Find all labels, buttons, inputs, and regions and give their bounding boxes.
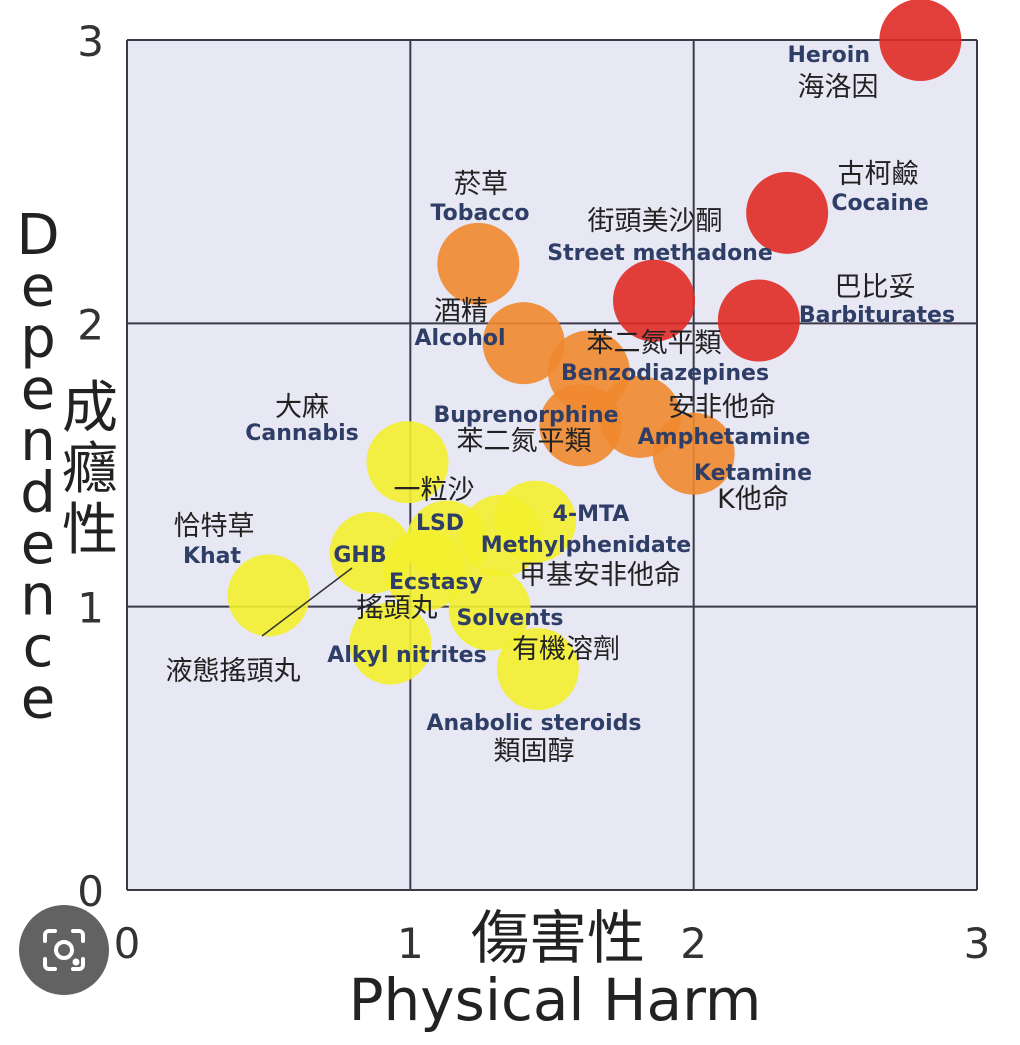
label-zh-cocaine: 古柯鹼 [838, 159, 919, 190]
x-axis-label-zh: 傷害性 [471, 904, 645, 972]
point-anabolic-steroids [496, 628, 579, 710]
label-en-benzodiazepines: Benzodiazepines [561, 361, 769, 386]
label-zh-barbiturates: 巴比妥 [835, 272, 916, 303]
label-en-anabolic-steroids: Anabolic steroids [426, 711, 641, 736]
label-zh-cannabis: 大麻 [275, 392, 329, 423]
label-en-khat: Khat [183, 544, 242, 569]
y-tick-2: 2 [77, 300, 104, 349]
label-en-buprenorphine: Buprenorphine [433, 403, 618, 428]
lens-icon [43, 929, 85, 971]
point-barbiturates [717, 279, 800, 362]
point-cocaine [746, 171, 829, 254]
label-en-4-mta: 4-MTA [553, 502, 630, 527]
label-en-cannabis: Cannabis [245, 421, 359, 446]
plot-area [127, 40, 977, 890]
data-points [227, 0, 962, 710]
y-axis-label-en-char: d [20, 461, 56, 526]
lens-button[interactable] [19, 905, 109, 995]
label-zh-anabolic-steroids: 類固醇 [494, 736, 575, 767]
label-zh-amphetamine: 安非他命 [668, 392, 776, 423]
label-en-cocaine: Cocaine [831, 191, 928, 216]
label-zh-benzodiazepines: 苯二氮平類 [587, 328, 722, 359]
label-zh-khat: 恰特草 [174, 511, 255, 542]
label-en-alcohol: Alcohol [414, 326, 505, 351]
y-tick-3: 3 [77, 17, 104, 66]
label-en-solvents: Solvents [456, 606, 563, 631]
x-tick-2: 2 [680, 919, 707, 968]
y-axis-label-en-char: c [23, 615, 54, 680]
y-axis-label-en-char: e [21, 255, 55, 320]
label-en-alkyl-nitrites: Alkyl nitrites [327, 643, 486, 668]
y-axis-label-en-char: p [20, 306, 56, 371]
label-en-methylphenidate: Methylphenidate [481, 533, 691, 558]
label-en-ecstasy: Ecstasy [389, 570, 483, 595]
label-zh-tobacco: 菸草 [454, 169, 508, 200]
ghb-leader-line [261, 567, 353, 637]
y-axis-label-zh-char: 癮 [62, 437, 118, 502]
y-axis-label-en-char: e [21, 358, 55, 423]
point-alkyl-nitrites [349, 602, 432, 685]
label-zh-heroin: 海洛因 [798, 72, 879, 103]
label-zh-lsd: 一粒沙 [394, 475, 475, 506]
label-zh-alcohol: 酒精 [434, 296, 488, 327]
y-axis-label-en-char: n [20, 564, 56, 629]
label-zh-ghb: 液態搖頭丸 [166, 656, 301, 687]
label-zh-extra-0: 有機溶劑 [512, 634, 620, 665]
y-axis-label-en-char: e [21, 512, 55, 577]
x-tick-1: 1 [397, 919, 424, 968]
point-ketamine [652, 412, 735, 495]
label-zh-buprenorphine: 苯二氮平類 [457, 426, 592, 457]
y-axis-label-zh: 成癮性 [62, 376, 118, 563]
point-alcohol [482, 302, 565, 385]
label-en-ghb: GHB [333, 543, 386, 568]
point-heroin [879, 0, 962, 81]
x-axis-label-en: Physical Harm [349, 966, 762, 1034]
label-zh-ecstasy: 搖頭丸 [357, 593, 438, 624]
y-axis-label-zh-char: 性 [62, 498, 118, 563]
label-zh-street-methadone: 街頭美沙酮 [588, 206, 723, 237]
y-axis-label-en-char: D [16, 203, 59, 268]
point-methylphenidate [460, 494, 542, 577]
label-en-barbiturates: Barbiturates [799, 303, 955, 328]
label-en-tobacco: Tobacco [431, 201, 530, 226]
point-street-methadone [613, 259, 695, 342]
label-en-lsd: LSD [416, 511, 464, 536]
label-en-amphetamine: Amphetamine [638, 425, 811, 450]
label-en-ketamine: Ketamine [694, 461, 812, 486]
y-tick-1: 1 [77, 584, 104, 633]
label-en-street-methadone: Street methadone [547, 241, 773, 266]
y-axis-label-zh-char: 成 [62, 376, 118, 441]
label-en-heroin: Heroin [788, 43, 871, 68]
point-solvents [448, 568, 531, 651]
point-ecstasy [383, 528, 466, 611]
point-tobacco [437, 222, 520, 305]
x-tick-0: 0 [114, 919, 141, 968]
label-zh-methylphenidate: 甲基安非他命 [519, 560, 681, 591]
point-cannabis [366, 421, 449, 504]
y-axis-label-en-char: n [20, 409, 56, 474]
label-zh-ketamine: K他命 [717, 484, 789, 515]
x-tick-3: 3 [964, 919, 991, 968]
y-axis-label-en-char: e [21, 667, 55, 732]
